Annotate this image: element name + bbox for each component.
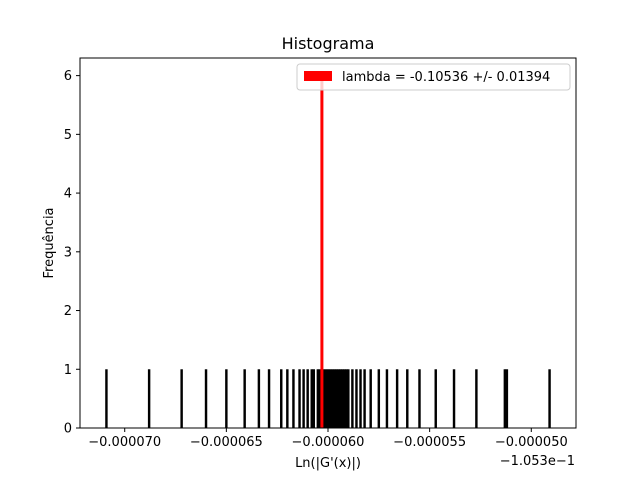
x-tick-label: −0.000065	[190, 435, 263, 450]
histogram-bar	[328, 369, 332, 428]
histogram-bar	[505, 369, 509, 428]
y-axis-ticks: 0 1 2 3 4 5 6	[64, 69, 80, 437]
histogram-bar	[434, 369, 437, 428]
histogram-bar	[105, 369, 108, 428]
histogram-bar	[324, 369, 328, 428]
legend-box	[296, 63, 571, 91]
legend: lambda = -0.10536 +/- 0.01394	[296, 63, 571, 91]
histogram-bar	[147, 369, 151, 428]
histogram-bar	[267, 369, 271, 428]
histogram-bar	[363, 369, 366, 428]
y-axis-label: Frequência	[42, 207, 57, 278]
histogram-bar	[395, 369, 399, 428]
histogram-bar	[355, 369, 358, 428]
x-tick-label: −0.000060	[292, 435, 365, 450]
y-tick-label: 3	[64, 245, 72, 260]
histogram-bar	[359, 369, 362, 428]
y-tick-label: 4	[64, 187, 72, 202]
x-axis-offset-label: −1.053e−1	[500, 454, 575, 469]
legend-label: lambda = -0.10536 +/- 0.01394	[342, 70, 550, 85]
x-axis-ticks: −0.000070 −0.000065 −0.000060 −0.000055 −0.0…	[88, 428, 568, 450]
x-tick-label: −0.000070	[88, 435, 161, 450]
histogram-bar	[475, 369, 478, 428]
histogram-bar	[225, 369, 228, 428]
chart-title: Histograma	[282, 34, 375, 53]
histogram-bar	[316, 369, 320, 428]
histogram-bar	[351, 369, 354, 428]
histogram-bar	[341, 369, 344, 428]
histogram-bar	[204, 369, 208, 428]
histogram-bar	[292, 369, 295, 428]
histogram-bar	[347, 369, 350, 428]
histogram-bars	[105, 369, 551, 428]
histogram-bar	[243, 369, 246, 428]
histogram-bar	[257, 369, 261, 428]
histogram-bar	[306, 369, 309, 428]
histogram-bar	[286, 369, 289, 428]
histogram-bar	[418, 369, 421, 428]
histogram-bar	[280, 369, 283, 428]
histogram-bar	[406, 369, 409, 428]
histogram-bar	[318, 369, 322, 428]
y-tick-label: 2	[64, 304, 72, 319]
histogram-bar	[377, 369, 381, 428]
histogram-bar	[298, 369, 301, 428]
histogram-bar	[326, 369, 330, 428]
histogram-bar	[338, 369, 342, 428]
x-tick-label: −0.000050	[495, 435, 568, 450]
y-tick-label: 1	[64, 363, 72, 378]
histogram-bar	[548, 369, 551, 428]
histogram-bar	[180, 369, 183, 428]
histogram-bar	[343, 369, 346, 428]
histogram-bar	[452, 369, 456, 428]
histogram-bar	[302, 369, 305, 428]
histogram-bar	[322, 369, 326, 428]
y-tick-label: 5	[64, 128, 72, 143]
x-tick-label: −0.000055	[393, 435, 466, 450]
histogram-bar	[330, 369, 334, 428]
y-tick-label: 0	[64, 422, 72, 437]
histogram-bar	[332, 369, 336, 428]
histogram-bar	[336, 369, 340, 428]
histogram-bar	[345, 369, 348, 428]
histogram-bar	[312, 369, 315, 428]
y-tick-label: 6	[64, 69, 72, 84]
x-axis-label: Ln(|G'(x)|)	[295, 456, 361, 471]
histogram-bar	[334, 369, 338, 428]
lambda-bar	[320, 75, 324, 429]
histogram-bar	[310, 369, 313, 428]
histogram-bar	[503, 369, 507, 428]
histogram-bar	[369, 369, 372, 428]
lambda-line	[320, 75, 324, 429]
histogram-bar	[385, 369, 389, 428]
legend-swatch	[304, 71, 332, 81]
